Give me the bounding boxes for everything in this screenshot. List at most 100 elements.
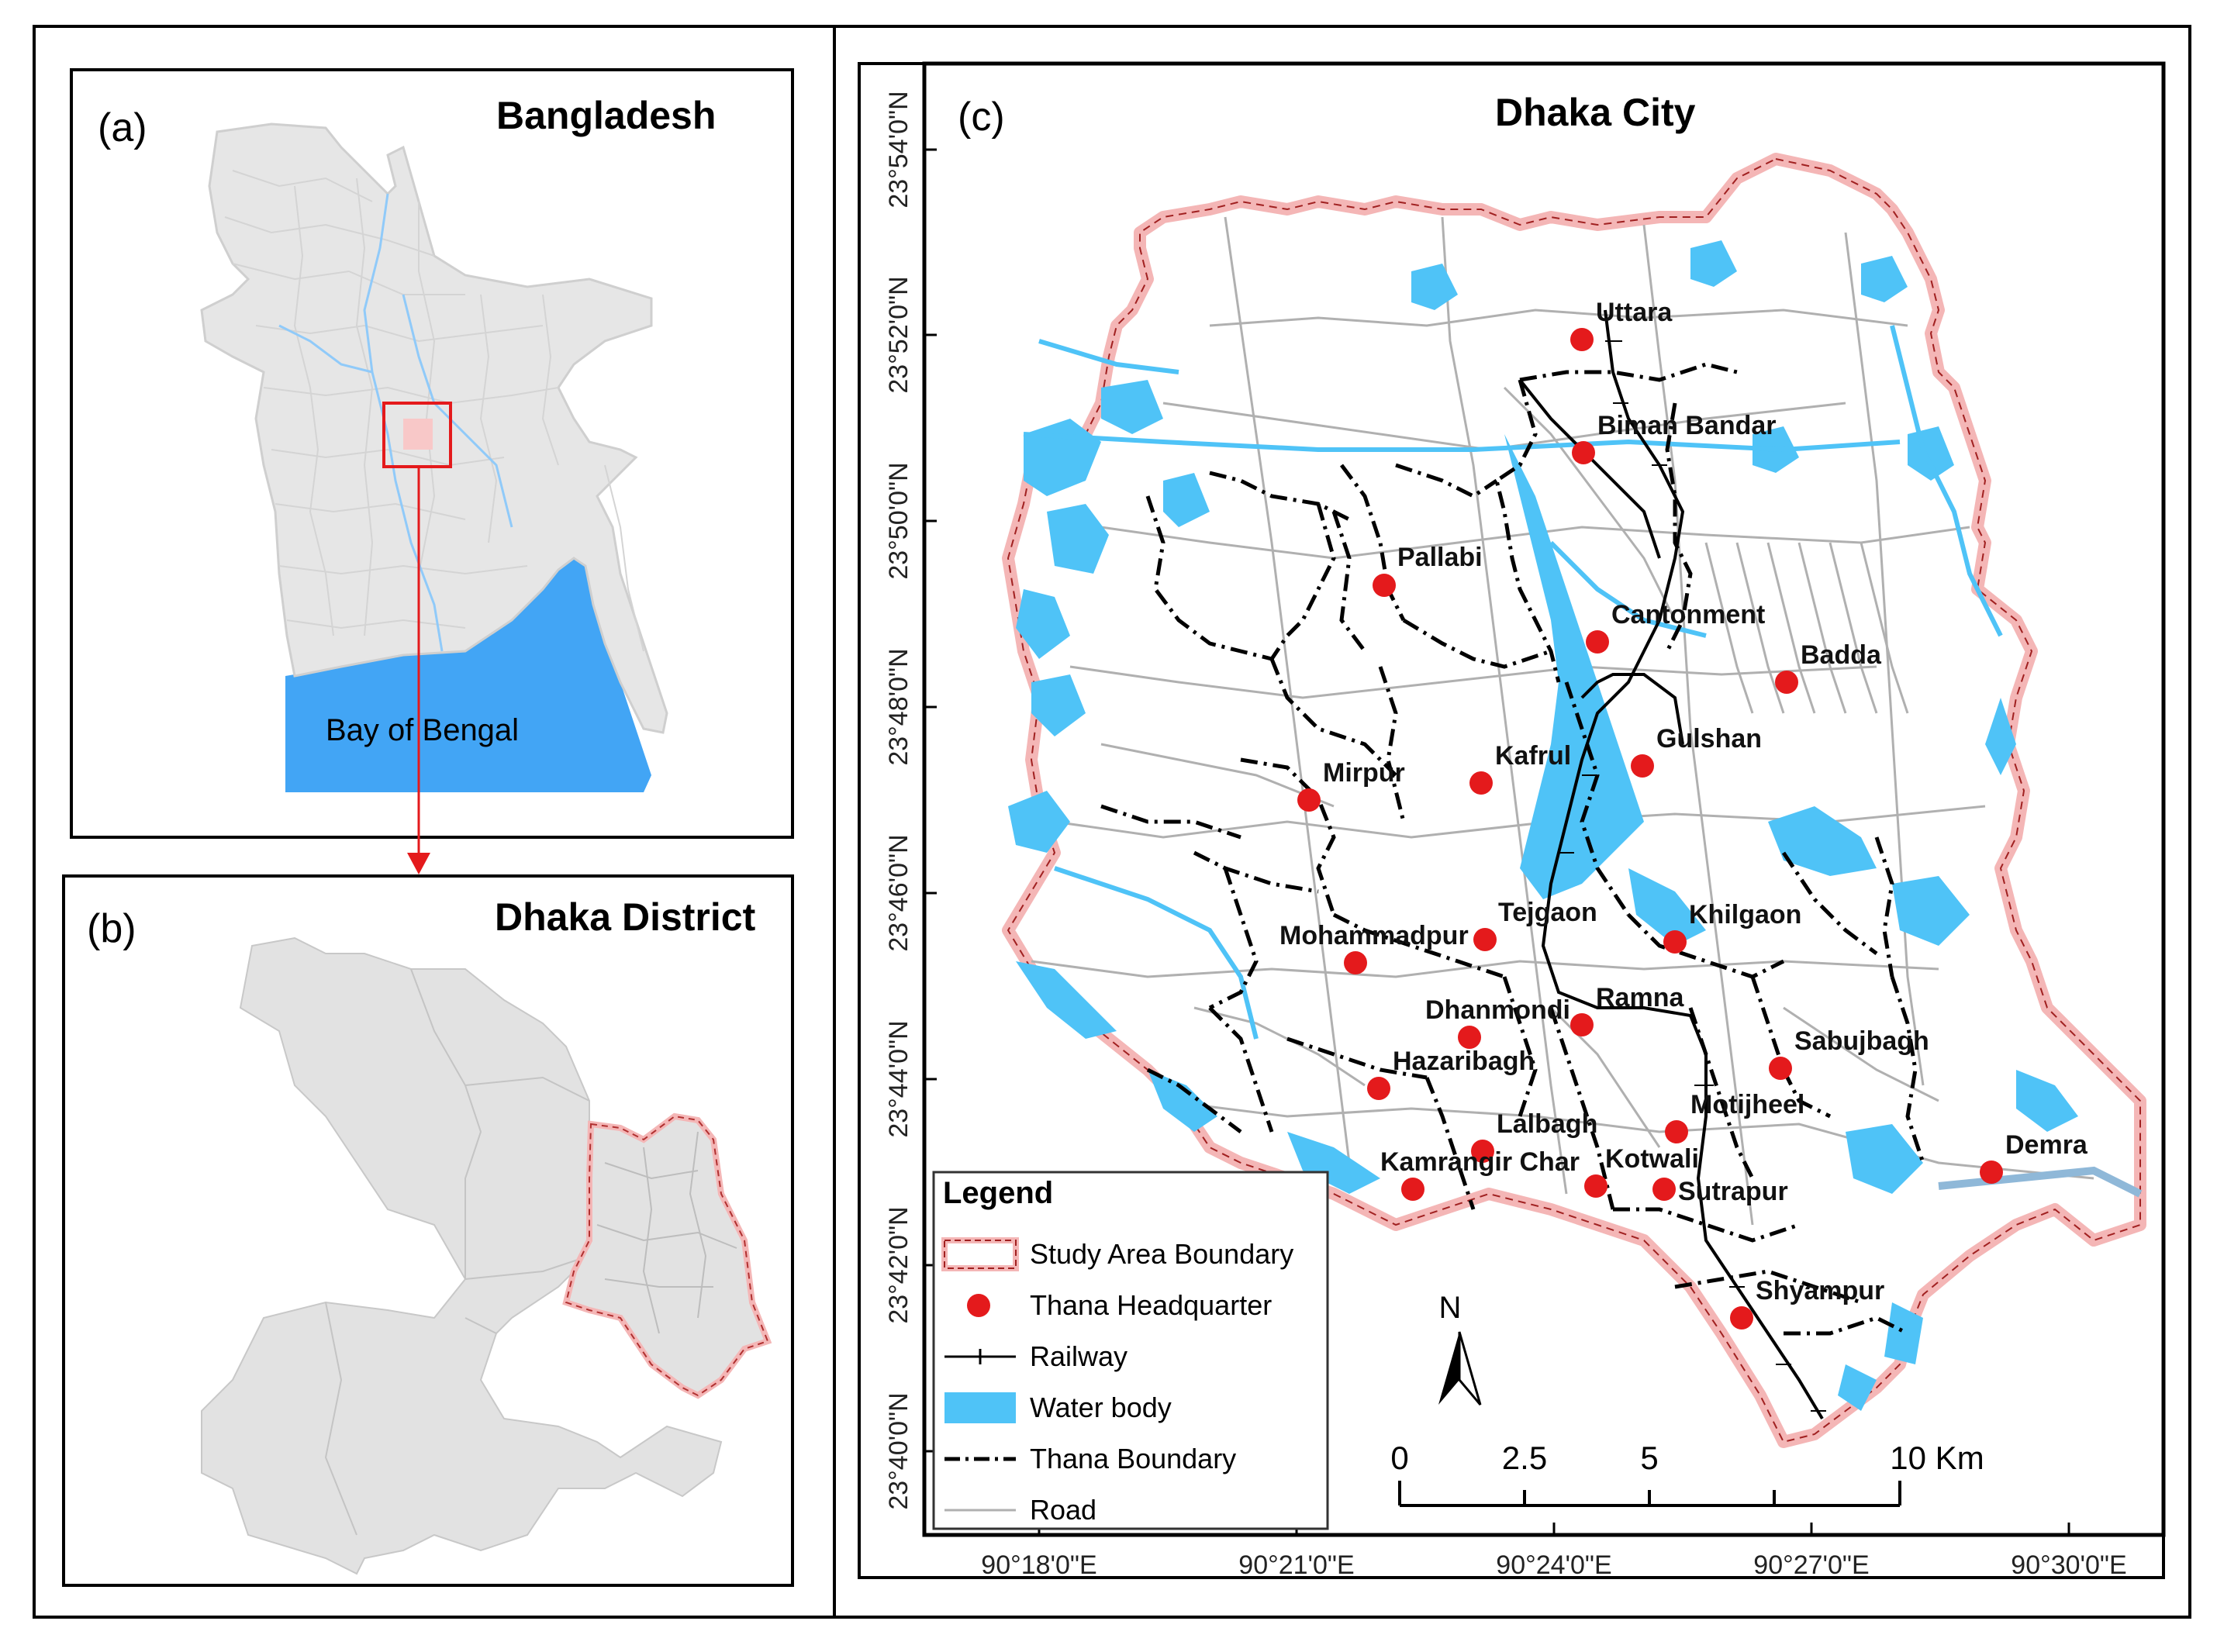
thana-boundaries [1100, 362, 1925, 1336]
dhaka-highlight-fill [403, 419, 433, 450]
lon-label: 90°30'0"E [2011, 1550, 2126, 1580]
panel-c-letter: (c) [958, 95, 1005, 140]
panel-c-title: Dhaka City [1495, 91, 1696, 134]
dhaka-district-west [201, 936, 723, 1575]
legend: Legend Study Area Boundary Thana Headqua… [932, 1171, 1329, 1530]
water-bodies [1008, 240, 2078, 1411]
thana-label-biman-bandar: Biman Bandar [1597, 411, 1777, 440]
district-internal-lines [324, 968, 590, 1536]
legend-label-thana-hq: Thana Headquarter [1030, 1289, 1272, 1321]
thana-dot-kotwali [1584, 1174, 1607, 1198]
legend-symbol-water [944, 1392, 1016, 1423]
thana-dot-cantonment [1586, 630, 1609, 654]
lon-labels: 90°18'0"E 90°21'0"E 90°24'0"E 90°27'0"E … [981, 1550, 2126, 1580]
legend-title: Legend [943, 1176, 1053, 1210]
north-arrow-right [1458, 1331, 1482, 1405]
panel-a-title: Bangladesh [496, 94, 716, 137]
legend-symbol-study-area [941, 1237, 1019, 1271]
panel-a-letter: (a) [98, 105, 147, 150]
inset-arrowhead [407, 853, 430, 874]
thana-label-demra: Demra [2005, 1130, 2088, 1160]
study-area-inset-thanas [596, 1131, 737, 1334]
thana-label-kafrul: Kafrul [1495, 741, 1571, 771]
admin-mesh [224, 170, 644, 652]
thana-label-cantonment: Cantonment [1611, 600, 1765, 629]
legend-symbol-thana-hq [967, 1294, 990, 1317]
lon-label: 90°21'0"E [1238, 1550, 1354, 1580]
study-area-inset-dash [565, 1115, 769, 1397]
map-frame [922, 61, 2166, 1537]
thana-dot-khilgaon [1663, 930, 1687, 954]
thana-dot-ramna [1570, 1013, 1594, 1036]
scale-label: 5 [1640, 1440, 1658, 1476]
panel-b-letter: (b) [87, 906, 136, 951]
panel-b-title: Dhaka District [495, 895, 756, 939]
thana-label-pallabi: Pallabi [1397, 543, 1483, 572]
lat-label: 23°42'0"N [884, 1206, 913, 1323]
thana-dot-gulshan [1631, 754, 1654, 778]
scale-bar: 0 2.5 5 10 Km [1390, 1440, 1984, 1507]
thana-dot-shyampur [1730, 1306, 1753, 1330]
north-arrow: N [1438, 1291, 1482, 1405]
north-arrow-left [1438, 1332, 1459, 1405]
lat-label: 23°48'0"N [884, 648, 913, 765]
lat-label: 23°46'0"N [884, 834, 913, 951]
railway [1518, 309, 1824, 1420]
waterways [1023, 325, 2003, 1040]
thana-label-mirpur: Mirpur [1323, 758, 1405, 788]
thana-dot-mohammadpur [1344, 951, 1367, 974]
sea-label: Bay of Bengal [326, 713, 519, 747]
lon-label: 90°24'0"E [1496, 1550, 1611, 1580]
demra-road [1938, 1166, 2143, 1198]
scale-label: 0 [1390, 1440, 1408, 1476]
thana-dot-kamrangir-char [1401, 1178, 1424, 1201]
bay-of-bengal [285, 558, 651, 792]
thana-dot-uttara [1570, 328, 1594, 351]
thana-label-motijheel: Motijheel [1690, 1090, 1804, 1119]
dhaka-highlight-box [382, 402, 452, 468]
scale-label: 2.5 [1502, 1440, 1547, 1476]
thana-label-sutrapur: Sutrapur [1678, 1177, 1788, 1206]
lon-label: 90°18'0"E [981, 1550, 1096, 1580]
thana-dot-tejgaon [1473, 928, 1497, 951]
thana-label-lalbagh: Lalbagh [1497, 1109, 1597, 1139]
thana-label-badda: Badda [1801, 640, 1882, 670]
thana-dot-sabujbagh [1769, 1057, 1792, 1080]
lat-label: 23°52'0"N [884, 276, 913, 393]
scale-label: 10 Km [1890, 1440, 1984, 1476]
thana-dot-sutrapur [1652, 1178, 1676, 1201]
thana-dot-hazaribagh [1367, 1077, 1390, 1100]
lat-label: 23°40'0"N [884, 1392, 913, 1509]
legend-box [932, 1171, 1329, 1530]
lat-label: 23°54'0"N [884, 91, 913, 208]
legend-symbol-study-area-dash [944, 1240, 1017, 1269]
thana-dot-dhanmondi [1458, 1026, 1481, 1049]
lat-label: 23°50'0"N [884, 462, 913, 579]
railway-ticks [1559, 340, 1826, 1412]
lon-label: 90°27'0"E [1753, 1550, 1869, 1580]
thana-label-shyampur: Shyampur [1756, 1276, 1884, 1305]
panel-c: (c) Dhaka City 23°54'0"N 23°52'0"N 23°5 [858, 61, 2166, 1580]
thana-dot-mirpur [1297, 788, 1321, 812]
legend-label-study-area: Study Area Boundary [1030, 1238, 1293, 1270]
thana-dot-kafrul [1469, 771, 1493, 795]
thana-dot-motijheel [1665, 1120, 1688, 1143]
outer-frame [33, 25, 2191, 1619]
thana-dot-demra [1980, 1161, 2003, 1184]
thana-label-mohammadpur: Mohammadpur [1279, 921, 1469, 950]
legend-label-thana-boundary: Thana Boundary [1030, 1443, 1236, 1474]
thana-label-uttara: Uttara [1596, 298, 1673, 327]
thana-label-gulshan: Gulshan [1656, 724, 1762, 754]
thana-label-kamrangir-char: Kamrangir Char [1380, 1147, 1580, 1177]
north-arrow-label: N [1439, 1291, 1462, 1325]
panel-a: (a) Bangladesh Bay of Bengal [70, 68, 794, 874]
thana-dot-pallabi [1373, 574, 1396, 597]
thana-label-khilgaon: Khilgaon [1689, 900, 1801, 929]
thana-headquarters: Uttara Biman Bandar Pallabi Cantonment B… [1279, 298, 2088, 1330]
panel-b: (b) Dhaka District [62, 874, 794, 1587]
lat-labels: 23°54'0"N 23°52'0"N 23°50'0"N 23°48'0"N … [884, 91, 913, 1509]
thana-label-dhanmondi: Dhanmondi [1425, 995, 1570, 1025]
legend-label-road: Road [1030, 1494, 1096, 1526]
legend-label-railway: Railway [1030, 1340, 1127, 1372]
thana-dot-biman-bandar [1572, 441, 1595, 464]
